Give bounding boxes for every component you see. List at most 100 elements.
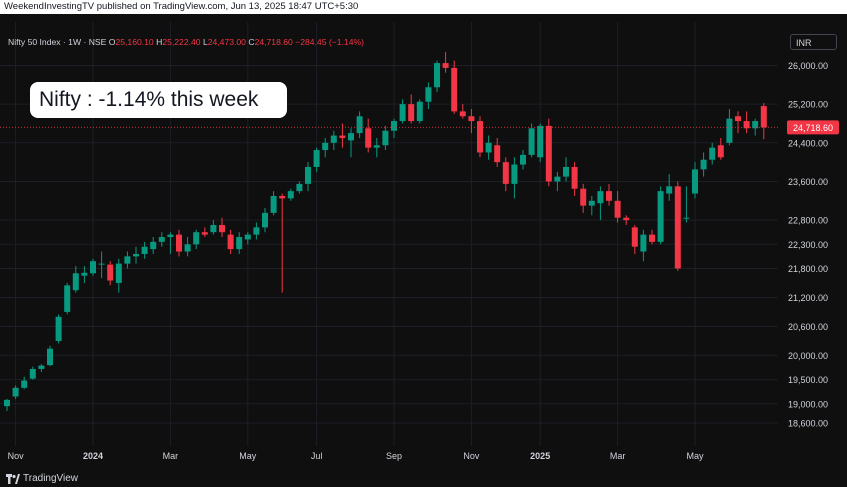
candle[interactable] [176,229,182,257]
candle[interactable] [597,186,604,221]
candle[interactable] [193,229,200,250]
candle-body [270,195,277,213]
candle[interactable] [528,123,535,158]
candle[interactable] [253,222,260,240]
candle[interactable] [158,232,165,247]
candle[interactable] [287,188,294,201]
candle[interactable] [47,345,53,367]
candle[interactable] [717,137,724,160]
candle[interactable] [150,237,157,254]
candle[interactable] [416,99,423,124]
candle[interactable] [477,116,483,158]
candle[interactable] [90,258,96,276]
candle[interactable] [356,111,363,138]
candle[interactable] [442,52,449,73]
candle[interactable] [709,142,716,165]
candle[interactable] [38,364,45,372]
candle[interactable] [167,232,174,254]
candle[interactable] [692,162,698,199]
candle[interactable] [64,282,71,315]
candle[interactable] [554,171,561,192]
candle[interactable] [580,183,587,213]
candle[interactable] [743,111,750,134]
legend-symbol[interactable]: Nifty 50 Index · 1W · NSE [8,37,107,47]
candle[interactable] [485,135,492,160]
candle[interactable] [511,157,518,199]
x-tick-label: Nov [463,451,480,461]
candle[interactable] [399,99,406,124]
candle[interactable] [107,261,114,286]
candle[interactable] [666,174,673,201]
candle-body [12,387,19,397]
candle[interactable] [12,385,19,399]
candlestick-chart[interactable]: 26,000.00 25,200.00 24,400.00 23,600.00 22,8… [0,14,847,470]
candle-body [717,145,724,158]
candle[interactable] [451,60,458,114]
candle-body [451,67,458,112]
candle[interactable] [674,181,681,271]
candle[interactable] [81,266,88,283]
candle[interactable] [98,251,105,279]
candle[interactable] [72,266,79,293]
candle[interactable] [262,208,268,233]
candle[interactable] [227,229,234,254]
candle[interactable] [588,195,595,216]
candle[interactable] [373,137,380,158]
candle[interactable] [29,366,36,380]
candle[interactable] [520,150,526,170]
candle[interactable] [124,251,131,269]
candle[interactable] [545,118,552,187]
candle[interactable] [425,82,432,109]
candle-body [348,133,354,141]
candle[interactable] [571,162,578,196]
candle[interactable] [382,125,389,151]
candle[interactable] [279,193,286,293]
candle[interactable] [55,314,62,344]
candle[interactable] [330,130,337,151]
candle[interactable] [365,118,372,153]
candle[interactable] [563,157,569,182]
candle[interactable] [236,232,243,254]
candle[interactable] [683,186,690,223]
candle[interactable] [614,191,621,223]
candle[interactable] [623,215,630,225]
candle[interactable] [434,60,440,93]
candle[interactable] [760,103,767,140]
candle[interactable] [115,258,122,293]
candle[interactable] [752,118,759,136]
candle[interactable] [219,217,225,238]
candle[interactable] [700,152,707,177]
candle[interactable] [468,108,475,134]
candle[interactable] [735,111,741,134]
candle[interactable] [201,227,208,238]
candle[interactable] [640,229,647,262]
candle[interactable] [391,118,397,138]
candle[interactable] [4,398,10,412]
chart-area[interactable]: 26,000.00 25,200.00 24,400.00 23,600.00 22,8… [0,14,847,470]
candle[interactable] [184,237,191,257]
candle[interactable] [270,191,277,216]
candle-body [700,159,707,170]
candle[interactable] [631,224,638,254]
candle[interactable] [322,137,329,158]
currency-button[interactable]: INR [790,34,837,50]
candle[interactable] [305,162,311,192]
candle[interactable] [502,157,509,192]
candle-body [597,191,604,204]
candle[interactable] [244,232,251,245]
candle[interactable] [494,137,501,167]
candle[interactable] [348,128,354,158]
candle[interactable] [141,241,148,259]
candle[interactable] [21,376,28,390]
candle[interactable] [657,186,664,245]
candle-body [322,142,329,151]
candle[interactable] [296,181,303,194]
candle[interactable] [459,104,466,119]
candle[interactable] [133,246,139,264]
candle[interactable] [313,147,320,172]
candle[interactable] [210,220,217,235]
candle[interactable] [606,183,612,206]
candle[interactable] [649,229,655,245]
candle[interactable] [537,123,544,163]
candle[interactable] [408,94,415,124]
